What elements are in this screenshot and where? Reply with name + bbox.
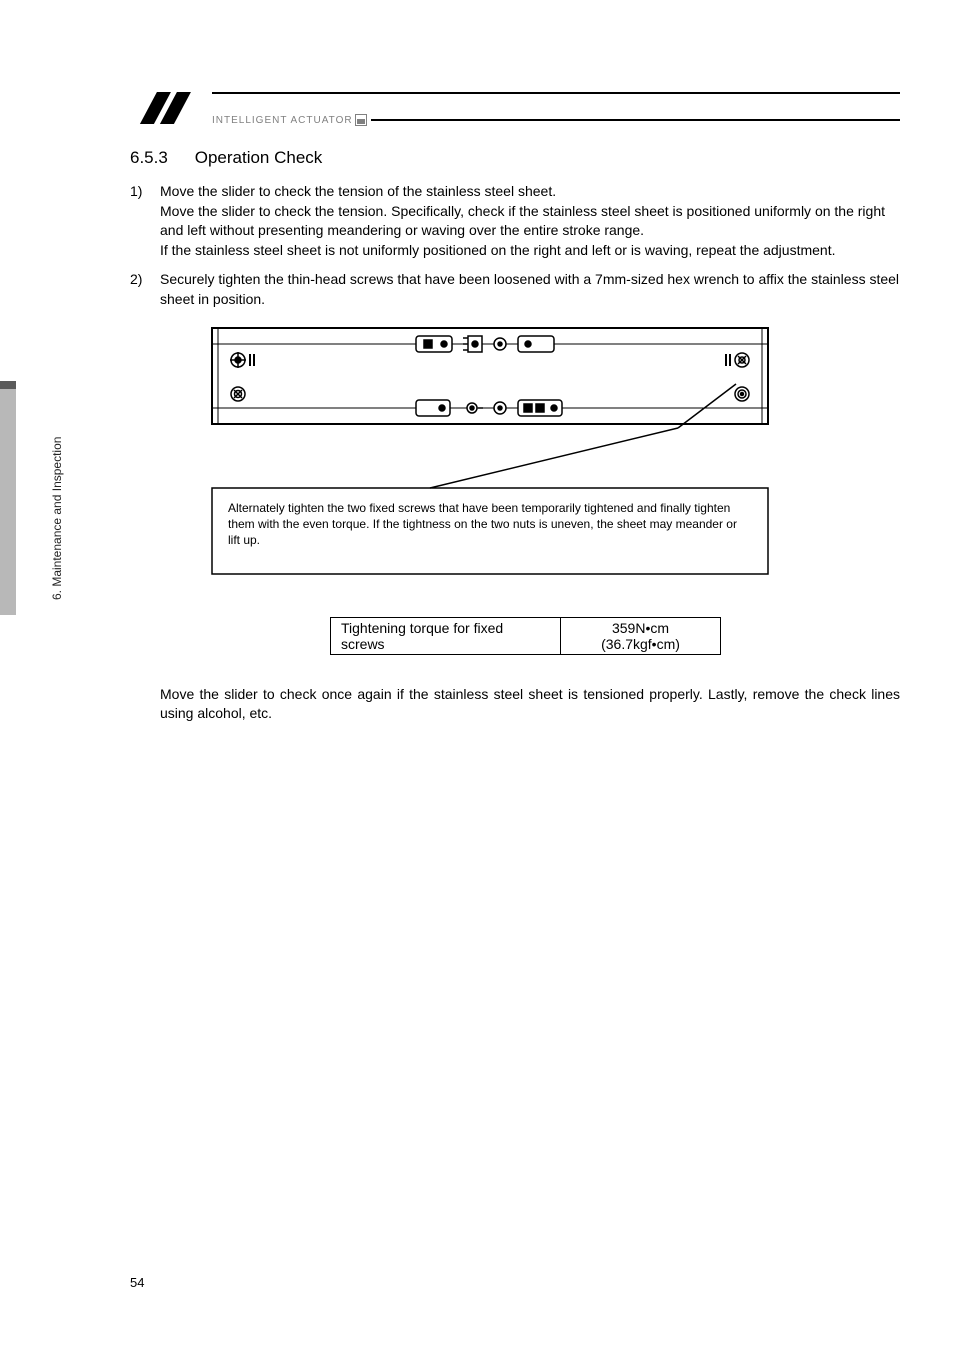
brand-row: INTELLIGENT ACTUATOR: [212, 114, 900, 126]
follow-paragraph: Move the slider to check once again if t…: [160, 685, 900, 724]
step-body: Securely tighten the thin-head screws th…: [160, 270, 900, 309]
brand-mark-icon: [355, 114, 367, 126]
sidebar-chapter-tab: [0, 385, 16, 615]
torque-table: Tightening torque for fixed screws 359N•…: [330, 617, 721, 655]
page-content: INTELLIGENT ACTUATOR 6.5.3 Operation Che…: [130, 90, 900, 724]
sidebar-chapter-label: 6. Maintenance and Inspection: [50, 437, 64, 600]
step-item: 2) Securely tighten the thin-head screws…: [130, 270, 900, 309]
step-number: 1): [130, 182, 160, 260]
step-body: Move the slider to check the tension of …: [160, 182, 900, 260]
torque-value-cell: 359N•cm (36.7kgf•cm): [561, 617, 721, 654]
brand-logo-icon: [130, 90, 206, 126]
section-number: 6.5.3: [130, 148, 190, 168]
header-rule-bottom: [371, 119, 900, 121]
table-row: Tightening torque for fixed screws 359N•…: [331, 617, 721, 654]
torque-label-cell: Tightening torque for fixed screws: [331, 617, 561, 654]
diagram-note-text: Alternately tighten the two fixed screws…: [228, 500, 752, 549]
page-number: 54: [130, 1275, 144, 1290]
header-rule-top: [212, 92, 900, 95]
section-title-text: Operation Check: [195, 148, 323, 167]
brand-text: INTELLIGENT ACTUATOR: [212, 115, 353, 126]
section-heading: 6.5.3 Operation Check: [130, 148, 900, 168]
diagram-container: Alternately tighten the two fixed screws…: [210, 324, 770, 589]
step-item: 1) Move the slider to check the tension …: [130, 182, 900, 260]
step-number: 2): [130, 270, 160, 309]
actuator-diagram-icon: Alternately tighten the two fixed screws…: [210, 324, 770, 584]
